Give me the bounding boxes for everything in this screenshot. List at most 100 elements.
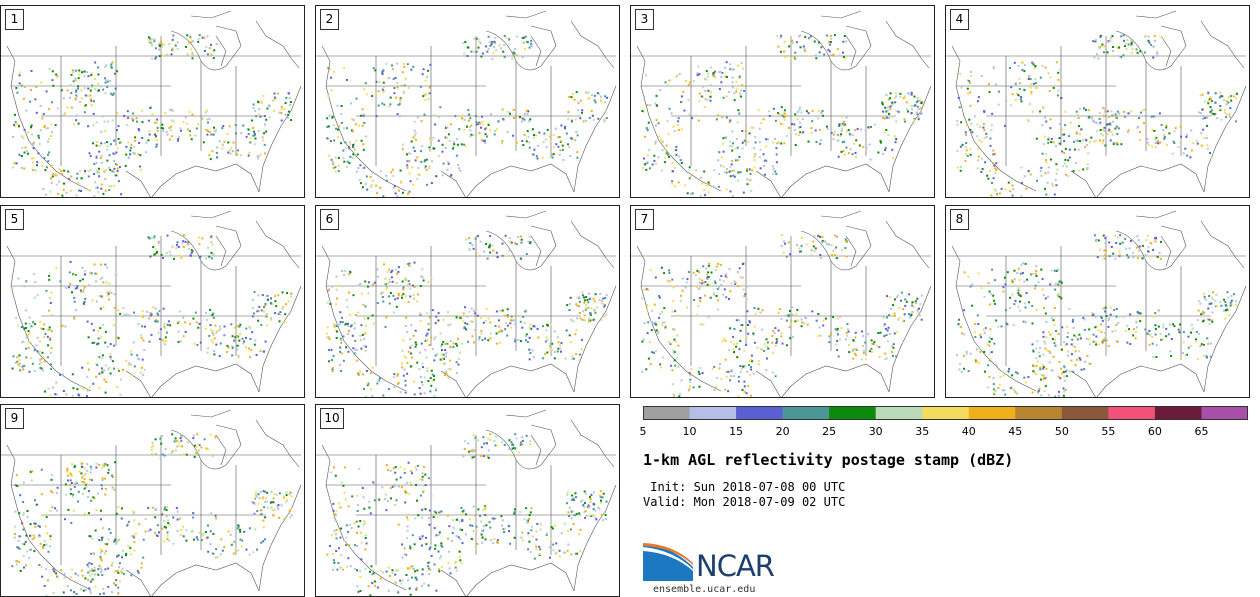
reflectivity-pixel bbox=[918, 308, 920, 310]
reflectivity-pixel bbox=[352, 347, 354, 349]
reflectivity-pixel bbox=[71, 107, 73, 109]
reflectivity-pixel bbox=[1012, 195, 1014, 197]
reflectivity-pixel bbox=[99, 145, 101, 147]
reflectivity-pixel bbox=[166, 509, 168, 511]
reflectivity-pixel bbox=[212, 455, 214, 457]
reflectivity-pixel bbox=[169, 524, 171, 526]
reflectivity-pixel bbox=[106, 141, 108, 143]
reflectivity-pixel bbox=[775, 345, 777, 347]
reflectivity-pixel bbox=[87, 390, 89, 392]
reflectivity-pixel bbox=[130, 574, 132, 576]
reflectivity-pixel bbox=[892, 157, 894, 159]
map-boundary bbox=[7, 445, 91, 590]
reflectivity-pixel bbox=[77, 182, 79, 184]
reflectivity-pixel bbox=[398, 266, 400, 268]
reflectivity-pixel bbox=[739, 340, 741, 342]
reflectivity-pixel bbox=[557, 336, 559, 338]
reflectivity-pixel bbox=[350, 102, 352, 104]
reflectivity-pixel bbox=[1045, 385, 1047, 387]
reflectivity-pixel bbox=[200, 342, 202, 344]
reflectivity-pixel bbox=[32, 321, 34, 323]
reflectivity-pixel bbox=[96, 121, 98, 123]
reflectivity-pixel bbox=[887, 110, 889, 112]
reflectivity-pixel bbox=[62, 374, 64, 376]
reflectivity-pixel bbox=[39, 143, 41, 145]
reflectivity-pixel bbox=[290, 101, 292, 103]
reflectivity-pixel bbox=[403, 287, 405, 289]
reflectivity-pixel bbox=[31, 325, 33, 327]
reflectivity-pixel bbox=[1182, 352, 1184, 354]
reflectivity-pixel bbox=[993, 66, 995, 68]
reflectivity-pixel bbox=[819, 335, 821, 337]
reflectivity-pixel bbox=[254, 291, 256, 293]
reflectivity-pixel bbox=[72, 496, 74, 498]
reflectivity-pixel bbox=[846, 335, 848, 337]
reflectivity-pixel bbox=[420, 285, 422, 287]
reflectivity-pixel bbox=[1113, 309, 1115, 311]
reflectivity-pixel bbox=[841, 125, 843, 127]
reflectivity-pixel bbox=[111, 591, 113, 593]
reflectivity-pixel bbox=[388, 106, 390, 108]
reflectivity-pixel bbox=[529, 118, 531, 120]
reflectivity-pixel bbox=[674, 167, 676, 169]
reflectivity-pixel bbox=[25, 535, 27, 537]
map-boundary bbox=[801, 26, 871, 70]
reflectivity-pixel bbox=[48, 310, 50, 312]
reflectivity-pixel bbox=[86, 463, 88, 465]
reflectivity-pixel bbox=[51, 347, 53, 349]
reflectivity-pixel bbox=[991, 182, 993, 184]
reflectivity-pixel bbox=[177, 41, 179, 43]
reflectivity-pixel bbox=[990, 145, 992, 147]
reflectivity-pixel bbox=[71, 482, 73, 484]
reflectivity-pixel bbox=[843, 56, 845, 58]
reflectivity-pixel bbox=[47, 154, 49, 156]
reflectivity-pixel bbox=[801, 245, 803, 247]
map-boundary bbox=[216, 36, 226, 66]
reflectivity-pixel bbox=[274, 93, 276, 95]
reflectivity-pixel bbox=[36, 345, 38, 347]
reflectivity-pixel bbox=[1112, 121, 1114, 123]
reflectivity-pixel bbox=[191, 114, 193, 116]
reflectivity-pixel bbox=[95, 530, 97, 532]
reflectivity-pixel bbox=[765, 369, 767, 371]
reflectivity-pixel bbox=[63, 189, 65, 191]
reflectivity-pixel bbox=[393, 87, 395, 89]
reflectivity-pixel bbox=[367, 286, 369, 288]
reflectivity-pixel bbox=[801, 237, 803, 239]
reflectivity-pixel bbox=[113, 160, 115, 162]
reflectivity-pixel bbox=[1003, 375, 1005, 377]
reflectivity-pixel bbox=[1155, 237, 1157, 239]
map-boundary bbox=[571, 221, 614, 268]
reflectivity-pixel bbox=[1055, 145, 1057, 147]
reflectivity-pixel bbox=[202, 533, 204, 535]
reflectivity-pixel bbox=[287, 114, 289, 116]
reflectivity-pixel bbox=[1067, 351, 1069, 353]
reflectivity-pixel bbox=[278, 313, 280, 315]
reflectivity-pixel bbox=[1056, 173, 1058, 175]
reflectivity-pixel bbox=[719, 363, 721, 365]
reflectivity-pixel bbox=[1042, 368, 1044, 370]
reflectivity-pixel bbox=[677, 366, 679, 368]
reflectivity-pixel bbox=[52, 387, 54, 389]
reflectivity-pixel bbox=[689, 372, 691, 374]
reflectivity-pixel bbox=[90, 581, 92, 583]
reflectivity-pixel bbox=[739, 76, 741, 78]
map-panel: 1 bbox=[0, 5, 305, 198]
reflectivity-pixel bbox=[102, 484, 104, 486]
reflectivity-pixel bbox=[814, 250, 816, 252]
reflectivity-pixel bbox=[347, 333, 349, 335]
reflectivity-pixel bbox=[109, 169, 111, 171]
reflectivity-pixel bbox=[149, 40, 151, 42]
reflectivity-pixel bbox=[235, 132, 237, 134]
reflectivity-pixel bbox=[1020, 264, 1022, 266]
reflectivity-pixel bbox=[704, 295, 706, 297]
reflectivity-pixel bbox=[93, 100, 95, 102]
reflectivity-pixel bbox=[647, 332, 649, 334]
reflectivity-pixel bbox=[253, 313, 255, 315]
reflectivity-pixel bbox=[828, 41, 830, 43]
reflectivity-pixel bbox=[122, 369, 124, 371]
reflectivity-pixel bbox=[412, 66, 414, 68]
reflectivity-pixel bbox=[115, 579, 117, 581]
reflectivity-pixel bbox=[725, 136, 727, 138]
reflectivity-pixel bbox=[98, 151, 100, 153]
